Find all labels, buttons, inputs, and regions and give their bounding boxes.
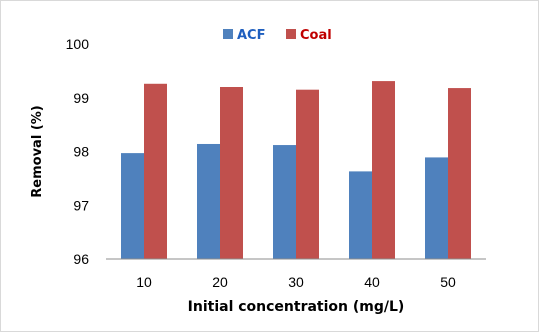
x-tick-label: 10	[136, 274, 152, 290]
x-tick-label: 20	[212, 274, 228, 290]
legend-label-acf: ACF	[237, 28, 265, 43]
y-axis-title: Removal (%)	[30, 105, 45, 197]
x-axis-title: Initial concentration (mg/L)	[188, 299, 405, 315]
x-tick-label: 50	[440, 274, 456, 290]
bar-acf-40	[349, 171, 372, 259]
legend-label-coal: Coal	[300, 28, 332, 43]
bar-acf-50	[425, 157, 448, 259]
y-axis-ticks: 96 97 98 99 100	[66, 36, 90, 267]
bar-acf-30	[273, 145, 296, 259]
y-tick-label: 97	[73, 197, 89, 213]
y-tick-label: 99	[73, 90, 89, 106]
bar-acf-10	[121, 153, 144, 259]
bar-coal-40	[372, 81, 395, 260]
y-tick-label: 100	[66, 36, 90, 52]
x-axis-ticks: 10 20 30 40 50	[136, 274, 456, 290]
y-tick-label: 96	[73, 251, 89, 267]
bars	[121, 81, 471, 260]
bar-acf-20	[197, 143, 220, 259]
bar-coal-30	[296, 89, 319, 259]
x-tick-label: 40	[364, 274, 380, 290]
legend-swatch-acf	[223, 29, 233, 39]
bar-coal-10	[144, 83, 167, 260]
legend-swatch-coal	[286, 29, 296, 39]
x-tick-label: 30	[288, 274, 304, 290]
legend: ACF Coal	[223, 28, 332, 43]
bar-coal-50	[448, 88, 471, 259]
y-tick-label: 98	[73, 144, 89, 160]
bar-coal-20	[220, 87, 243, 259]
